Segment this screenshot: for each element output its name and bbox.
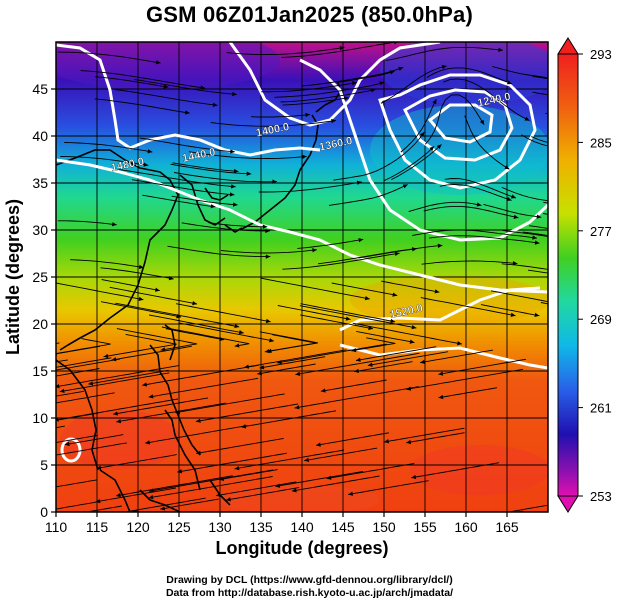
x-tick-label: 125 (167, 519, 191, 535)
y-tick-label: 45 (32, 81, 48, 97)
y-tick-label: 10 (32, 410, 48, 426)
x-tick-label: 155 (413, 519, 437, 535)
x-tick-label: 115 (86, 519, 109, 535)
colorbar-label: 261 (590, 401, 612, 416)
x-axis: 110 115 120 125 130 135 140 145 150 155 160 165 (45, 512, 519, 535)
credit-data: Data from http://database.rish.kyoto-u.a… (165, 587, 454, 599)
x-tick-label: 150 (372, 519, 396, 535)
colorbar: 293 285 277 269 261 253 (557, 37, 612, 513)
y-axis: 0 5 10 15 20 25 30 35 40 45 (32, 81, 56, 520)
x-tick-label: 130 (208, 519, 232, 535)
colorbar-label: 285 (590, 135, 612, 150)
colorbar-bottom-triangle (557, 495, 579, 513)
x-tick-label: 140 (290, 519, 314, 535)
y-tick-label: 15 (32, 363, 48, 379)
y-tick-label: 35 (32, 175, 48, 191)
wind-streamlines (56, 42, 548, 512)
x-tick-label: 165 (495, 519, 519, 535)
colorbar-label: 293 (590, 47, 612, 62)
x-tick-label: 135 (249, 519, 273, 535)
colorbar-gradient (557, 53, 579, 497)
colorbar-label: 269 (590, 312, 612, 327)
x-tick-label: 145 (331, 519, 355, 535)
x-tick-label: 160 (454, 519, 478, 535)
y-tick-label: 30 (32, 222, 48, 238)
x-axis-label: Longitude (degrees) (215, 538, 388, 558)
credit-drawing: Drawing by DCL (https://www.gfd-dennou.o… (166, 574, 453, 586)
y-axis-label: Latitude (degrees) (3, 199, 23, 355)
y-tick-label: 40 (32, 128, 48, 144)
x-tick-label: 110 (45, 519, 68, 535)
y-tick-label: 25 (32, 269, 48, 285)
y-tick-label: 20 (32, 316, 48, 332)
map-title: GSM 06Z01Jan2025 (850.0hPa) (145, 2, 474, 27)
wind-arrows (56, 42, 542, 511)
colorbar-label: 253 (590, 489, 612, 504)
colorbar-label: 277 (590, 224, 612, 239)
x-tick-label: 120 (126, 519, 150, 535)
y-tick-label: 0 (40, 504, 48, 520)
y-tick-label: 5 (40, 457, 48, 473)
colorbar-top-triangle (557, 37, 579, 55)
